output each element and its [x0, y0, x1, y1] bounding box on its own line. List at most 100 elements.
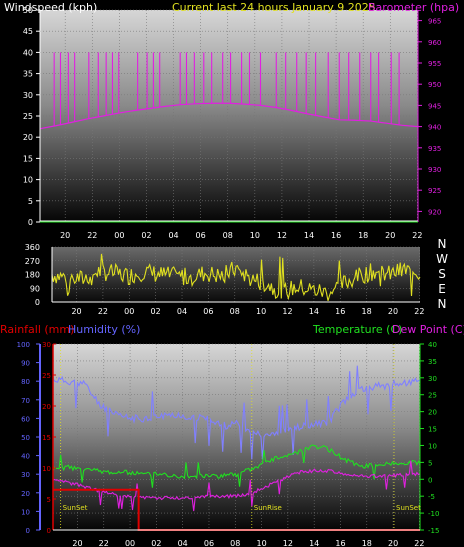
- chart2-x-tick-label: 16: [335, 307, 345, 316]
- chart1-right-tick-label: 925: [428, 187, 441, 195]
- chart3-temp-tick-label: 15: [428, 426, 437, 434]
- chart1-left-axis-title: Windspeed (kph): [4, 1, 97, 14]
- chart3-x-tick-label: 22: [99, 539, 109, 547]
- chart1-right-tick-label: 955: [428, 60, 441, 68]
- chart3-humidity-tick-label: 20: [21, 490, 30, 498]
- chart3-temperature-line: [52, 444, 421, 488]
- chart2-y-tick-label: 0: [35, 298, 40, 307]
- chart2-x-tick-label: 08: [230, 307, 240, 316]
- chart1-right-tick-label: 945: [428, 102, 441, 110]
- chart1-left-tick-label: 5: [28, 197, 33, 206]
- chart1-x-tick-label: 22: [87, 231, 97, 240]
- chart3-x-tick-label: 18: [362, 539, 372, 547]
- chart3-temp-tick-label: 25: [428, 392, 437, 400]
- chart2-x-tick-label: 00: [124, 307, 134, 316]
- chart3-humidity-tick-label: 80: [21, 378, 30, 386]
- chart1-left-tick-label: 45: [23, 27, 33, 36]
- chart2-x-tick-label: 22: [414, 307, 424, 316]
- chart2-compass-label: W: [436, 252, 448, 266]
- chart2-x-tick-label: 14: [309, 307, 319, 316]
- chart3-humidity-title: Humidity (%): [68, 323, 140, 336]
- chart3-humidity-tick-label: 90: [21, 360, 30, 368]
- chart1-barometer-line: [39, 102, 419, 130]
- chart2-y-tick-label: 90: [30, 284, 40, 293]
- chart3-humidity-tick-label: 100: [17, 341, 30, 349]
- chart3-rain-tick-label: 0: [47, 527, 51, 535]
- chart1-left-tick-label: 0: [28, 218, 33, 227]
- chart2-x-tick-label: 02: [151, 307, 161, 316]
- chart3-humidity-tick-label: 30: [21, 471, 30, 479]
- chart1-left-tick-label: 35: [23, 70, 33, 79]
- chart3-temp-tick-label: -10: [428, 510, 439, 518]
- chart1-right-tick-label: 920: [428, 208, 441, 216]
- chart3-x-tick-label: 00: [125, 539, 135, 547]
- chart3-temp-tick-label: -5: [428, 493, 435, 501]
- chart3-temperature-title: Temperature (C): [312, 323, 402, 336]
- chart1-left-tick-label: 15: [23, 154, 33, 163]
- chart2-compass-label: E: [438, 282, 446, 296]
- chart1-x-tick-label: 10: [250, 231, 260, 240]
- chart3-humidity-tick-label: 50: [21, 434, 30, 442]
- chart1-x-tick-label: 04: [168, 231, 178, 240]
- chart3-humidity-line: [52, 365, 421, 460]
- chart3-humidity-tick-label: 10: [21, 508, 30, 516]
- chart3-rain-tick-label: 5: [47, 496, 51, 504]
- chart3-dewpoint-line: [52, 460, 421, 512]
- chart3-temp-tick-label: 10: [428, 442, 437, 450]
- chart1-right-tick-label: 965: [428, 18, 441, 26]
- chart3-rain-tick-label: 20: [42, 403, 51, 411]
- chart3-temp-tick-label: -15: [428, 527, 439, 535]
- chart2-x-tick-label: 18: [362, 307, 372, 316]
- chart2-x-tick-label: 12: [282, 307, 292, 316]
- chart2-x-tick-label: 06: [203, 307, 213, 316]
- plot3-background: [53, 344, 420, 530]
- chart1-right-axis-title: Barometer (hpa): [368, 1, 459, 14]
- chart3-x-tick-label: 02: [151, 539, 161, 547]
- chart3-humidity-tick-label: 70: [21, 397, 30, 405]
- chart2-x-tick-label: 22: [98, 307, 108, 316]
- chart3-dewpoint-title: Dew Point (C): [392, 323, 464, 336]
- chart1-title: Current last 24 hours January 9 2025: [172, 1, 376, 14]
- chart1-x-tick-label: 20: [60, 231, 70, 240]
- chart1-left-tick-label: 10: [23, 176, 33, 185]
- chart3-x-tick-label: 14: [309, 539, 319, 547]
- chart2-y-tick-label: 270: [25, 257, 40, 266]
- chart1-left-tick-label: 40: [23, 48, 33, 57]
- chart3-sun-annotation: SunRise: [254, 504, 282, 512]
- chart3-x-tick-label: 16: [335, 539, 345, 547]
- chart1-x-tick-label: 00: [114, 231, 124, 240]
- chart1-x-tick-label: 16: [331, 231, 341, 240]
- chart3-humidity-tick-label: 60: [21, 415, 30, 423]
- chart2-compass-label: N: [438, 237, 447, 251]
- chart3-temp-tick-label: 0: [428, 476, 432, 484]
- chart3-rainfall-title: Rainfall (mm): [0, 323, 74, 336]
- chart2-y-tick-label: 360: [25, 243, 40, 252]
- chart3-temp-tick-label: 5: [428, 459, 432, 467]
- chart1-left-tick-label: 25: [23, 112, 33, 121]
- chart3-temp-tick-label: 35: [428, 358, 437, 366]
- chart3-humidity-tick-label: 0: [26, 527, 30, 535]
- chart3-x-tick-label: 04: [178, 539, 188, 547]
- chart1-right-tick-label: 960: [428, 39, 441, 47]
- chart3-x-tick-label: 20: [388, 539, 398, 547]
- chart3-x-tick-label: 10: [256, 539, 266, 547]
- chart1-x-tick-label: 08: [223, 231, 233, 240]
- chart1-right-tick-label: 930: [428, 166, 441, 174]
- chart3-rain-tick-label: 25: [42, 372, 51, 380]
- chart3-rain-tick-label: 30: [42, 341, 51, 349]
- chart1-left-tick-label: 30: [23, 91, 33, 100]
- chart1-x-tick-label: 14: [304, 231, 314, 240]
- chart3-sun-annotation: SunSet: [63, 504, 88, 512]
- chart2-x-tick-label: 20: [388, 307, 398, 316]
- chart2-wind-direction-line: [51, 253, 421, 301]
- chart1-right-tick-label: 940: [428, 124, 441, 132]
- chart2-x-tick-label: 10: [256, 307, 266, 316]
- chart3-temp-tick-label: 20: [428, 409, 437, 417]
- chart3-temp-tick-label: 30: [428, 375, 437, 383]
- chart1-x-tick-label: 18: [358, 231, 368, 240]
- chart3-rain-tick-label: 15: [42, 434, 51, 442]
- chart3-sun-annotation: SunSet: [396, 504, 421, 512]
- chart1-right-tick-label: 935: [428, 145, 441, 153]
- chart1-x-tick-label: 22: [412, 231, 422, 240]
